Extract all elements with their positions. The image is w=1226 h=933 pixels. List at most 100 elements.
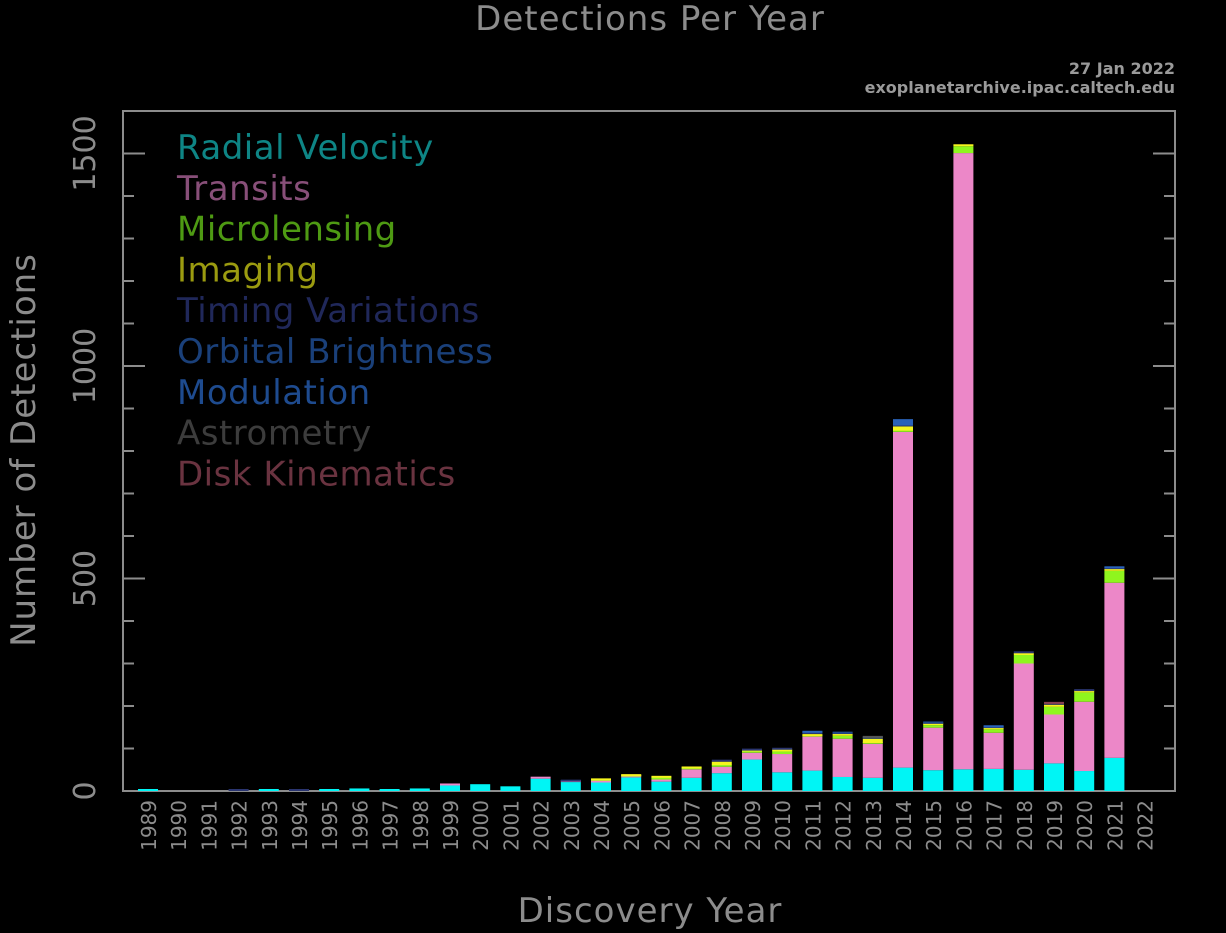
x-tick-label: 1992 — [228, 800, 252, 851]
y-tick-label: 1000 — [68, 328, 103, 404]
bar-imaging-2016 — [953, 144, 974, 147]
bar-radial-velocity-1995 — [319, 789, 340, 791]
y-axis: 0 500 1000 1500 — [68, 110, 1175, 801]
bar-radial-velocity-1993 — [258, 789, 279, 791]
legend-microlensing: Microlensing — [177, 210, 397, 250]
legend-disk-kinematics: Disk Kinematics — [177, 454, 456, 494]
bar-radial-velocity-2007 — [681, 777, 702, 791]
bar-microlensing-2006 — [651, 777, 672, 780]
bar-imaging-2017 — [983, 727, 1004, 730]
x-tick-label: 2006 — [650, 800, 674, 851]
bar-transits-2021 — [1104, 582, 1125, 758]
bar-radial-velocity-2015 — [923, 770, 944, 791]
x-tick-label: 2007 — [681, 800, 705, 851]
bar-microlensing-2021 — [1104, 570, 1125, 583]
legend-orbital-brightness: Orbital Brightness — [177, 332, 493, 372]
x-axis: 1989 1990 1991 1992 1993 1994 1995 1996 1997 1998… — [137, 800, 1158, 851]
bar-radial-velocity-1996 — [349, 788, 370, 791]
x-tick-label: 2022 — [1134, 800, 1158, 851]
x-axis-label: Discovery Year — [518, 891, 783, 931]
x-tick-label: 1991 — [197, 800, 221, 851]
x-tick-label: 1993 — [258, 800, 282, 851]
x-tick-label: 2013 — [862, 800, 886, 851]
bar-imaging-2020 — [1074, 690, 1095, 693]
bar-transits-2019 — [1044, 714, 1064, 764]
legend-imaging: Imaging — [177, 250, 319, 290]
bar-microlensing-2018 — [1013, 655, 1034, 664]
bar-imaging-2019 — [1044, 704, 1064, 707]
bar-imaging-2007 — [681, 766, 702, 769]
bar-transits-2020 — [1074, 701, 1095, 772]
bar-modulation-2014 — [893, 419, 913, 426]
x-tick-label: 2008 — [711, 800, 735, 851]
bar-radial-velocity-1998 — [409, 788, 430, 791]
bar-transits-2009 — [742, 752, 762, 760]
bar-radial-velocity-2016 — [953, 769, 974, 791]
bar-radial-velocity-2018 — [1013, 769, 1034, 791]
bar-radial-velocity-2010 — [772, 772, 793, 791]
bar-imaging-2021 — [1104, 568, 1125, 571]
bar-imaging-2006 — [651, 775, 672, 778]
bar-radial-velocity-2003 — [560, 782, 581, 791]
x-tick-label: 1996 — [348, 800, 372, 851]
bar-imaging-2004 — [591, 778, 611, 781]
bar-radial-velocity-2000 — [470, 784, 491, 791]
bar-orbital-brightness-2012 — [832, 731, 853, 734]
bar-radial-velocity-2012 — [832, 776, 853, 791]
bar-microlensing-2012 — [832, 735, 853, 739]
bar-radial-velocity-1999 — [440, 785, 460, 791]
bar-transits-2014 — [893, 431, 913, 768]
bar-radial-velocity-2005 — [621, 777, 642, 791]
bars — [138, 144, 1125, 791]
bar-timing-variations-2003 — [560, 779, 581, 782]
x-tick-label: 1994 — [288, 800, 312, 851]
x-tick-label: 2011 — [801, 800, 825, 851]
bar-transits-2006 — [651, 779, 672, 782]
bar-microlensing-2016 — [953, 146, 974, 154]
bar-timing-variations-2018 — [1013, 651, 1034, 654]
legend: Radial VelocityTransitsMicrolensingImagi… — [176, 128, 493, 494]
bar-transits-2011 — [802, 736, 823, 771]
x-tick-label: 1990 — [167, 800, 191, 851]
bar-modulation-2021 — [1104, 566, 1125, 569]
bar-timing-variations-2020 — [1074, 689, 1095, 692]
bar-radial-velocity-2009 — [742, 759, 762, 791]
y-tick-label: 500 — [68, 550, 103, 607]
x-tick-label: 2000 — [469, 800, 493, 851]
bar-radial-velocity-2020 — [1074, 771, 1095, 791]
bar-imaging-2011 — [802, 734, 823, 737]
x-tick-label: 2019 — [1043, 800, 1067, 851]
chart-title: Detections Per Year — [475, 0, 825, 39]
bar-radial-velocity-2019 — [1044, 763, 1064, 791]
y-axis-label: Number of Detections — [4, 253, 44, 647]
bar-orbital-brightness-2015 — [923, 721, 944, 724]
bar-radial-velocity-2004 — [591, 782, 611, 791]
x-tick-label: 2018 — [1013, 800, 1037, 851]
bar-transits-1999 — [440, 783, 460, 786]
bar-microlensing-2010 — [772, 751, 793, 755]
bar-transits-2007 — [681, 769, 702, 778]
bar-timing-variations-2009 — [742, 748, 762, 751]
x-tick-label: 2017 — [983, 800, 1007, 851]
bar-microlensing-2017 — [983, 729, 1004, 733]
date-text: 27 Jan 2022 — [1069, 59, 1175, 78]
bar-radial-velocity-1989 — [138, 789, 158, 791]
bar-transits-2013 — [862, 743, 883, 778]
bar-imaging-2012 — [832, 733, 853, 736]
bar-microlensing-2015 — [923, 725, 944, 728]
bar-astrometry-2013 — [862, 735, 883, 738]
y-tick-label: 1500 — [68, 115, 103, 191]
bar-transits-2015 — [923, 727, 944, 771]
source-text: exoplanetarchive.ipac.caltech.edu — [865, 78, 1175, 97]
x-tick-label: 2010 — [771, 800, 795, 851]
bar-transits-2002 — [530, 776, 551, 779]
bar-imaging-2018 — [1013, 653, 1034, 655]
bar-microlensing-2008 — [711, 764, 732, 767]
bar-timing-variations-2008 — [711, 759, 732, 762]
x-tick-label: 2015 — [922, 800, 946, 851]
x-tick-label: 2001 — [499, 800, 523, 851]
bar-transits-2018 — [1013, 663, 1034, 770]
bar-radial-velocity-2011 — [802, 770, 823, 791]
legend-timing-variations: Timing Variations — [176, 291, 480, 331]
